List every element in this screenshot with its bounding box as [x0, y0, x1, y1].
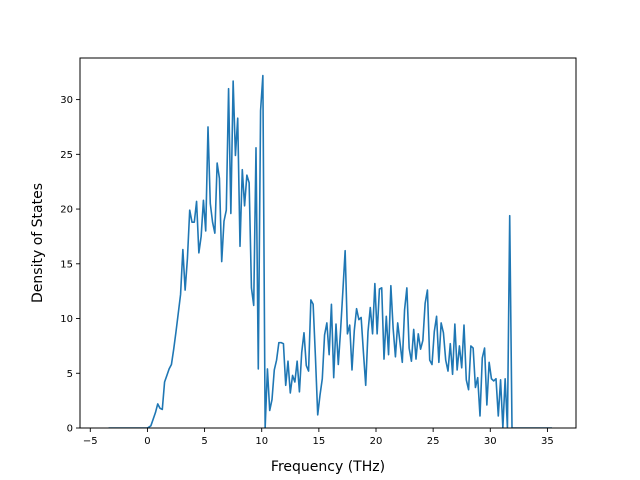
x-axis-ticks: −5 0 5 10 15 20 25 30 35: [83, 428, 554, 447]
x-tick-label: 35: [541, 436, 554, 447]
x-tick-label: −5: [83, 436, 98, 447]
y-tick-label: 30: [60, 95, 73, 106]
y-tick-label: 10: [60, 314, 73, 325]
plot-area: [108, 74, 552, 428]
x-tick-label: 10: [255, 436, 268, 447]
x-tick-label: 15: [312, 436, 325, 447]
x-tick-label: 20: [370, 436, 383, 447]
y-tick-label: 15: [60, 259, 73, 270]
y-tick-label: 5: [67, 369, 73, 380]
y-tick-label: 20: [60, 205, 73, 216]
x-tick-label: 30: [484, 436, 497, 447]
y-axis-label: Density of States: [30, 183, 46, 303]
y-tick-label: 25: [60, 150, 73, 161]
y-axis-ticks: 0 5 10 15 20 25 30: [60, 95, 80, 435]
y-tick-label: 0: [67, 424, 73, 435]
axes-frame: [79, 57, 577, 429]
x-tick-label: 25: [427, 436, 440, 447]
dos-series-line: [108, 74, 552, 428]
x-tick-label: 0: [144, 436, 150, 447]
x-axis-label: Frequency (THz): [271, 459, 385, 475]
x-tick-label: 5: [201, 436, 207, 447]
